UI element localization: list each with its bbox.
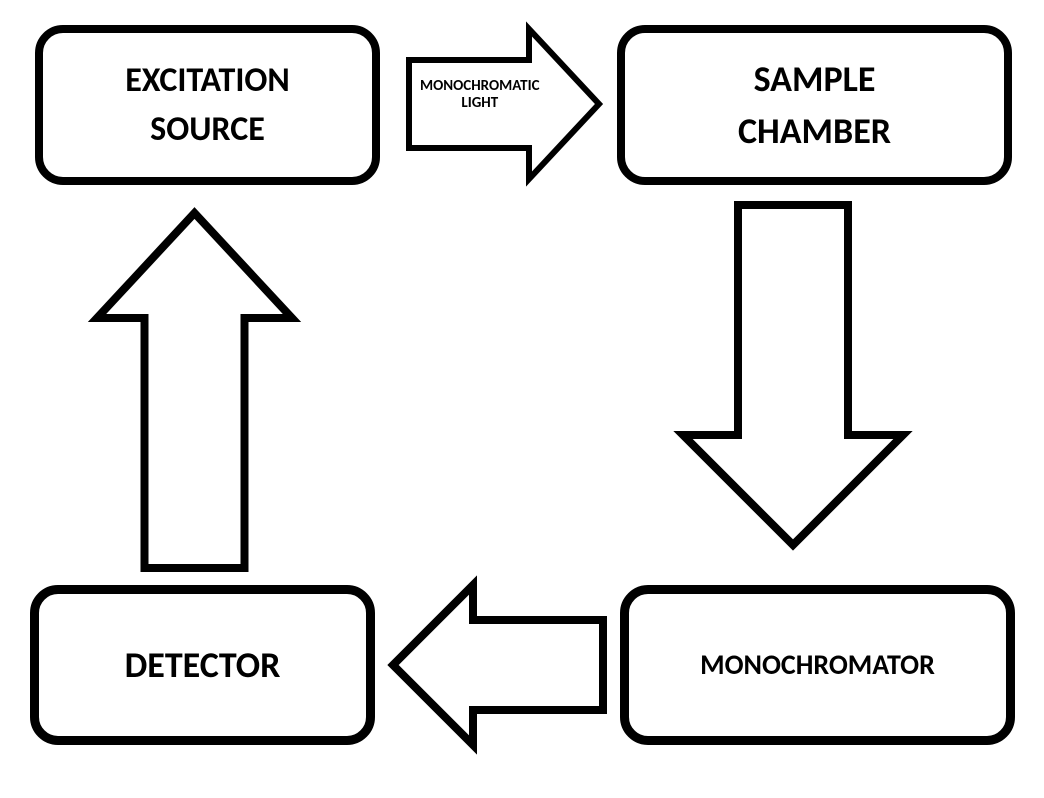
- node-label: DETECTOR: [125, 639, 281, 691]
- arrow-monochromator-to-detector: [393, 585, 603, 745]
- node-excitation-source: EXCITATION SOURCE: [35, 25, 380, 185]
- node-label: SAMPLE CHAMBER: [738, 53, 891, 157]
- arrow-sample-to-monochromator: [683, 205, 903, 545]
- node-detector: DETECTOR: [30, 585, 375, 745]
- node-label: EXCITATION SOURCE: [125, 56, 290, 155]
- node-monochromator: MONOCHROMATOR: [620, 585, 1015, 745]
- node-sample-chamber: SAMPLE CHAMBER: [617, 25, 1012, 185]
- arrow-detector-to-excitation: [97, 213, 292, 568]
- arrow-label-monochromatic-light: MONOCHROMATIC LIGHT: [420, 78, 540, 111]
- diagram-canvas: EXCITATION SOURCE SAMPLE CHAMBER MONOCHR…: [0, 0, 1044, 798]
- node-label: MONOCHROMATOR: [700, 645, 935, 686]
